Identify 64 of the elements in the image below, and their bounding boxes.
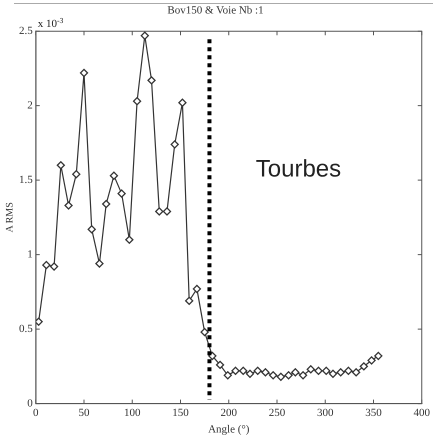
- point: [125, 236, 134, 244]
- point: [374, 352, 382, 360]
- y-tick-label: 2.5: [19, 25, 34, 38]
- x-tick-label: 150: [172, 407, 190, 420]
- point: [344, 366, 353, 375]
- point: [360, 362, 368, 371]
- point: [298, 371, 308, 380]
- x-tick-label: 50: [78, 407, 90, 420]
- point: [231, 366, 240, 375]
- point: [367, 356, 376, 365]
- point: [42, 260, 51, 270]
- point: [162, 207, 172, 216]
- annotation: Tourbes: [256, 155, 342, 182]
- point: [80, 68, 88, 78]
- point: [352, 368, 360, 376]
- point: [216, 360, 224, 370]
- y-tick-label: 0.5: [19, 323, 34, 336]
- x-tick-label: 250: [268, 407, 286, 420]
- point: [178, 98, 187, 107]
- point: [284, 371, 293, 380]
- point: [291, 368, 300, 376]
- point: [322, 366, 330, 375]
- y-tick-label: 1: [27, 248, 33, 261]
- point: [276, 372, 286, 381]
- point: [95, 259, 104, 268]
- point: [110, 172, 118, 180]
- x-tick-label: 400: [414, 407, 430, 420]
- point: [261, 368, 270, 376]
- x-tick-label: 300: [317, 407, 334, 420]
- point: [56, 161, 65, 170]
- point: [140, 32, 149, 40]
- y-tick-label: 1.5: [19, 174, 34, 186]
- point: [50, 262, 58, 271]
- point: [192, 284, 202, 294]
- point: [88, 225, 96, 234]
- y-tick-label: 0: [27, 397, 34, 410]
- point: [328, 370, 338, 378]
- point: [102, 200, 110, 208]
- point: [306, 365, 315, 374]
- x-tick-label: 350: [365, 407, 382, 420]
- point: [132, 97, 142, 106]
- y-tick-label: 2: [27, 100, 33, 112]
- point: [208, 352, 216, 360]
- point: [36, 318, 43, 326]
- point: [239, 366, 248, 375]
- point: [246, 370, 254, 378]
- point: [185, 296, 194, 305]
- point: [64, 201, 73, 210]
- point: [254, 366, 262, 375]
- x-tick-label: 100: [124, 407, 141, 420]
- point: [336, 368, 345, 376]
- y-axis-title: A RMS: [4, 202, 16, 233]
- point: [72, 170, 80, 178]
- point: [155, 207, 164, 216]
- point: [117, 189, 126, 198]
- point: [200, 328, 209, 336]
- point: [147, 76, 156, 85]
- point: [314, 366, 323, 375]
- point: [268, 371, 278, 380]
- chart-title: Bov150 & Voie Nb :1: [167, 4, 264, 16]
- x-axis-title: Angle (°): [208, 423, 250, 436]
- point: [170, 140, 179, 149]
- x-tick-label: 200: [220, 407, 238, 420]
- point: [224, 371, 232, 380]
